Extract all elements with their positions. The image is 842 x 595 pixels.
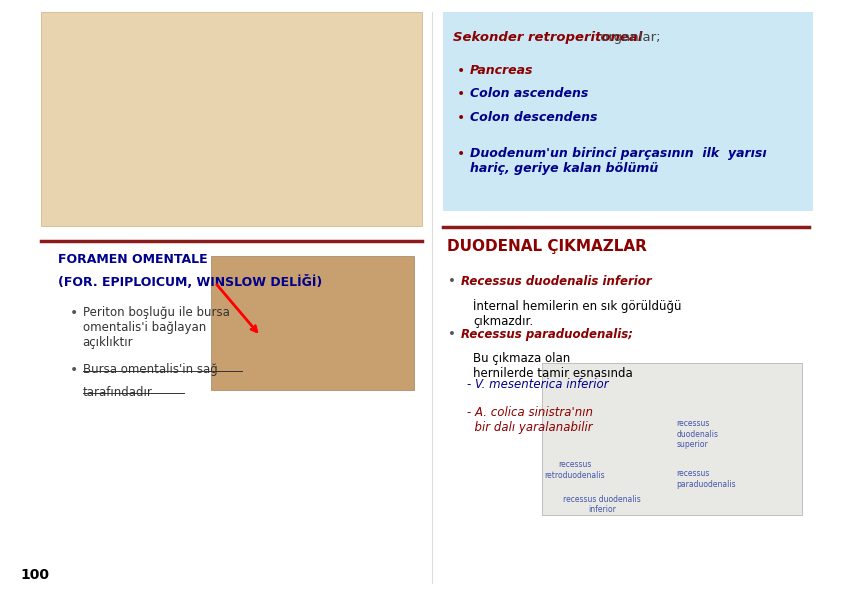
Text: Recessus duodenalis inferior: Recessus duodenalis inferior xyxy=(461,275,652,288)
Text: tarafındadır: tarafındadır xyxy=(83,386,152,399)
Text: Colon ascendens: Colon ascendens xyxy=(470,87,589,101)
Text: Colon descendens: Colon descendens xyxy=(470,111,597,124)
Text: •: • xyxy=(456,64,465,78)
Text: •: • xyxy=(456,111,465,126)
Text: •: • xyxy=(449,275,456,288)
Text: Periton boşluğu ile bursa
omentalis'i bağlayan
açıklıktır: Periton boşluğu ile bursa omentalis'i ba… xyxy=(83,306,230,349)
FancyBboxPatch shape xyxy=(542,363,802,515)
FancyBboxPatch shape xyxy=(41,12,422,226)
Text: •: • xyxy=(456,87,465,102)
Text: recessus duodenalis
inferior: recessus duodenalis inferior xyxy=(563,495,641,514)
Text: FORAMEN OMENTALE: FORAMEN OMENTALE xyxy=(58,253,207,266)
Text: Pancreas: Pancreas xyxy=(470,64,533,77)
Text: İnternal hemilerin en sık görüldüğü
çıkmazdır.: İnternal hemilerin en sık görüldüğü çıkm… xyxy=(473,299,682,328)
Text: •: • xyxy=(456,147,465,161)
Text: recessus
duodenalis
superior: recessus duodenalis superior xyxy=(677,419,719,449)
Text: organlar;: organlar; xyxy=(595,31,660,44)
Text: Bu çıkmaza olan
hernilerde tamir esnasında: Bu çıkmaza olan hernilerde tamir esnasın… xyxy=(473,352,633,380)
Text: (FOR. EPIPLOICUM, WINSLOW DELİĞİ): (FOR. EPIPLOICUM, WINSLOW DELİĞİ) xyxy=(58,275,322,290)
Text: •: • xyxy=(71,306,78,321)
Text: - A. colica sinistra'nın
  bir dalı yaralanabilir: - A. colica sinistra'nın bir dalı yarala… xyxy=(467,406,594,434)
Text: - V. mesenterica inferior: - V. mesenterica inferior xyxy=(467,378,609,391)
Text: recessus
retroduodenalis: recessus retroduodenalis xyxy=(545,461,605,480)
Text: •: • xyxy=(449,328,456,342)
Text: Sekonder retroperitoneal: Sekonder retroperitoneal xyxy=(453,31,642,44)
Text: recessus
paraduodenalis: recessus paraduodenalis xyxy=(677,469,737,488)
Text: 100: 100 xyxy=(21,568,50,582)
Text: Bursa omentalis'in sağ: Bursa omentalis'in sağ xyxy=(83,363,217,376)
FancyBboxPatch shape xyxy=(443,12,813,211)
Text: Recessus paraduodenalis;: Recessus paraduodenalis; xyxy=(461,328,633,342)
Text: DUODENAL ÇIKMAZLAR: DUODENAL ÇIKMAZLAR xyxy=(447,239,647,254)
Text: Duodenum'un birinci parçasının  ilk  yarısı
hariç, geriye kalan bölümü: Duodenum'un birinci parçasının ilk yarıs… xyxy=(470,147,766,175)
FancyBboxPatch shape xyxy=(211,256,413,390)
Text: •: • xyxy=(71,363,78,377)
